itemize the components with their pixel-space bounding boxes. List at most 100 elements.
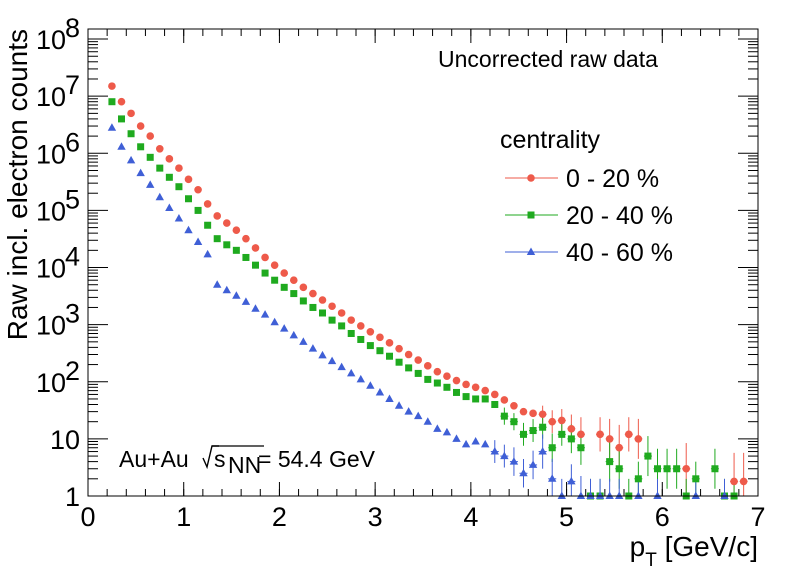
data-point bbox=[117, 142, 126, 150]
legend-label: 0 - 20 % bbox=[566, 165, 659, 193]
data-point bbox=[185, 195, 192, 203]
data-point bbox=[691, 491, 700, 499]
data-point bbox=[443, 383, 451, 391]
data-point bbox=[319, 309, 326, 317]
y-tick-label: 1 bbox=[65, 482, 80, 512]
data-point bbox=[433, 424, 442, 432]
data-point bbox=[519, 468, 528, 477]
data-point bbox=[557, 491, 566, 499]
data-point bbox=[156, 164, 164, 172]
data-point bbox=[174, 214, 184, 222]
annotation-energy: = 54.4 GeV bbox=[258, 446, 376, 472]
data-point bbox=[289, 330, 298, 339]
data-point bbox=[386, 352, 393, 360]
data-point bbox=[692, 475, 700, 483]
data-point bbox=[299, 283, 308, 292]
data-point bbox=[654, 465, 661, 473]
data-point bbox=[347, 329, 355, 337]
data-point bbox=[423, 362, 432, 370]
annotation-collision: Au+Au s NN = 54.4 GeV bbox=[119, 445, 376, 478]
data-point bbox=[548, 417, 557, 426]
data-point bbox=[357, 335, 365, 343]
x-tick-label: 2 bbox=[272, 502, 287, 532]
data-point bbox=[337, 362, 346, 371]
data-point bbox=[155, 144, 164, 153]
data-point bbox=[338, 322, 346, 330]
data-point bbox=[404, 407, 413, 415]
data-point bbox=[375, 387, 385, 396]
data-point bbox=[539, 423, 547, 431]
data-point bbox=[309, 289, 317, 298]
data-point bbox=[577, 444, 585, 452]
data-point bbox=[299, 337, 308, 345]
data-point bbox=[414, 369, 422, 377]
data-point bbox=[299, 297, 307, 305]
y-tick-label: 10 bbox=[36, 139, 66, 169]
data-point bbox=[261, 269, 269, 277]
data-point bbox=[308, 344, 318, 352]
data-point bbox=[213, 280, 222, 288]
data-point bbox=[107, 123, 117, 131]
data-point bbox=[395, 358, 403, 366]
data-point bbox=[404, 350, 413, 359]
data-point bbox=[165, 173, 173, 181]
data-point bbox=[223, 241, 231, 249]
data-point bbox=[146, 153, 154, 161]
data-point bbox=[711, 465, 719, 473]
data-point bbox=[242, 253, 250, 261]
data-point bbox=[634, 475, 642, 483]
data-point bbox=[232, 291, 241, 299]
data-point bbox=[213, 212, 222, 220]
data-point bbox=[194, 206, 202, 214]
data-point bbox=[500, 412, 508, 420]
data-point bbox=[615, 443, 624, 452]
data-point bbox=[510, 418, 518, 426]
data-point bbox=[615, 465, 623, 473]
data-point bbox=[117, 97, 126, 106]
data-point bbox=[500, 396, 509, 404]
data-point bbox=[356, 322, 365, 330]
data-point bbox=[193, 237, 203, 245]
data-point bbox=[471, 436, 480, 445]
data-point bbox=[309, 303, 317, 311]
data-point bbox=[366, 381, 375, 389]
data-point bbox=[280, 269, 289, 277]
data-point bbox=[528, 460, 538, 468]
data-point bbox=[509, 457, 519, 465]
data-point bbox=[155, 192, 164, 201]
data-point bbox=[175, 183, 183, 191]
y-tick-label: 10 bbox=[36, 25, 66, 55]
data-point bbox=[241, 297, 251, 305]
legend-label: 40 - 60 % bbox=[566, 239, 673, 267]
data-point bbox=[481, 395, 489, 403]
data-point bbox=[318, 296, 327, 304]
y-tick-label: 10 bbox=[50, 425, 80, 455]
y-tick-label: 10 bbox=[36, 368, 66, 398]
data-point bbox=[644, 452, 652, 460]
data-point bbox=[290, 290, 298, 298]
data-point bbox=[280, 283, 288, 291]
data-point bbox=[175, 164, 183, 172]
data-point bbox=[519, 407, 528, 416]
data-point bbox=[653, 491, 662, 499]
annotation-sqrt-sub: NN bbox=[228, 452, 261, 478]
data-point bbox=[136, 122, 145, 130]
y-tick-exponent: 5 bbox=[65, 184, 80, 214]
data-point bbox=[510, 401, 518, 410]
y-tick-exponent: 8 bbox=[65, 13, 80, 43]
data-point bbox=[576, 491, 586, 499]
legend-entries: 0 - 20 % 20 - 40 % 40 - 60 % bbox=[505, 165, 673, 267]
data-point bbox=[577, 430, 585, 439]
data-point bbox=[443, 372, 451, 381]
data-point bbox=[347, 368, 356, 377]
data-point bbox=[442, 427, 452, 436]
data-point bbox=[567, 476, 576, 485]
y-tick-label: 10 bbox=[36, 311, 66, 341]
data-point bbox=[615, 491, 624, 499]
data-point bbox=[203, 200, 212, 208]
data-point bbox=[184, 225, 193, 234]
data-point bbox=[567, 425, 576, 433]
x-tick-label: 1 bbox=[176, 502, 191, 532]
